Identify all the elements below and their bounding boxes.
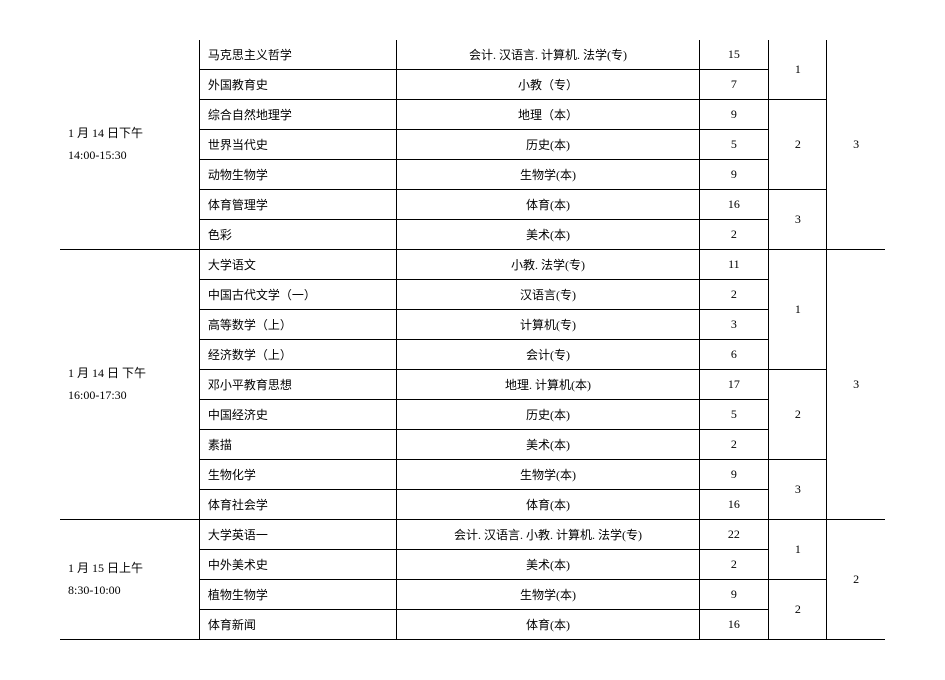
major-cell: 美术(本): [397, 550, 699, 580]
major-cell: 地理. 计算机(本): [397, 370, 699, 400]
group-cell: 3: [769, 190, 827, 250]
major-cell: 小教. 法学(专): [397, 250, 699, 280]
subject-cell: 体育管理学: [199, 190, 397, 220]
count-cell: 16: [699, 610, 769, 640]
table-row: 1 月 15 日上午8:30-10:00大学英语一会计. 汉语言. 小教. 计算…: [60, 520, 885, 550]
count-cell: 2: [699, 430, 769, 460]
subject-cell: 动物生物学: [199, 160, 397, 190]
table-row: 1 月 14 日 下午16:00-17:30大学语文小教. 法学(专)1113: [60, 250, 885, 280]
major-cell: 地理（本）: [397, 100, 699, 130]
count-cell: 9: [699, 460, 769, 490]
group-cell: 1: [769, 40, 827, 100]
major-cell: 计算机(专): [397, 310, 699, 340]
time-date: 1 月 15 日上午: [68, 558, 191, 580]
major-cell: 体育(本): [397, 190, 699, 220]
exam-schedule-table: 1 月 14 日下午14:00-15:30马克思主义哲学会计. 汉语言. 计算机…: [60, 40, 885, 640]
subject-cell: 体育社会学: [199, 490, 397, 520]
subject-cell: 高等数学（上）: [199, 310, 397, 340]
major-cell: 生物学(本): [397, 160, 699, 190]
subject-cell: 世界当代史: [199, 130, 397, 160]
time-cell: 1 月 14 日下午14:00-15:30: [60, 40, 199, 250]
count-cell: 15: [699, 40, 769, 70]
subject-cell: 大学语文: [199, 250, 397, 280]
count-cell: 16: [699, 490, 769, 520]
major-cell: 会计. 汉语言. 小教. 计算机. 法学(专): [397, 520, 699, 550]
time-date: 1 月 14 日下午: [68, 123, 191, 145]
major-cell: 会计(专): [397, 340, 699, 370]
major-cell: 会计. 汉语言. 计算机. 法学(专): [397, 40, 699, 70]
subject-cell: 中国经济史: [199, 400, 397, 430]
subject-cell: 植物生物学: [199, 580, 397, 610]
count-cell: 2: [699, 280, 769, 310]
total-cell: 3: [827, 40, 885, 250]
subject-cell: 大学英语一: [199, 520, 397, 550]
count-cell: 9: [699, 580, 769, 610]
time-date: 1 月 14 日 下午: [68, 363, 191, 385]
major-cell: 体育(本): [397, 610, 699, 640]
table-row: 1 月 14 日下午14:00-15:30马克思主义哲学会计. 汉语言. 计算机…: [60, 40, 885, 70]
count-cell: 2: [699, 550, 769, 580]
time-cell: 1 月 15 日上午8:30-10:00: [60, 520, 199, 640]
group-cell: 2: [769, 580, 827, 640]
subject-cell: 中国古代文学（一）: [199, 280, 397, 310]
major-cell: 体育(本): [397, 490, 699, 520]
total-cell: 2: [827, 520, 885, 640]
major-cell: 汉语言(专): [397, 280, 699, 310]
subject-cell: 外国教育史: [199, 70, 397, 100]
major-cell: 生物学(本): [397, 460, 699, 490]
major-cell: 历史(本): [397, 130, 699, 160]
time-range: 16:00-17:30: [68, 385, 191, 407]
subject-cell: 色彩: [199, 220, 397, 250]
count-cell: 17: [699, 370, 769, 400]
subject-cell: 生物化学: [199, 460, 397, 490]
subject-cell: 中外美术史: [199, 550, 397, 580]
major-cell: 美术(本): [397, 220, 699, 250]
time-cell: 1 月 14 日 下午16:00-17:30: [60, 250, 199, 520]
count-cell: 5: [699, 400, 769, 430]
group-cell: 1: [769, 250, 827, 370]
count-cell: 16: [699, 190, 769, 220]
group-cell: 1: [769, 520, 827, 580]
count-cell: 6: [699, 340, 769, 370]
major-cell: 历史(本): [397, 400, 699, 430]
major-cell: 美术(本): [397, 430, 699, 460]
count-cell: 7: [699, 70, 769, 100]
subject-cell: 综合自然地理学: [199, 100, 397, 130]
major-cell: 生物学(本): [397, 580, 699, 610]
time-range: 14:00-15:30: [68, 145, 191, 167]
subject-cell: 经济数学（上）: [199, 340, 397, 370]
group-cell: 2: [769, 100, 827, 190]
group-cell: 3: [769, 460, 827, 520]
count-cell: 9: [699, 100, 769, 130]
count-cell: 3: [699, 310, 769, 340]
total-cell: 3: [827, 250, 885, 520]
count-cell: 9: [699, 160, 769, 190]
count-cell: 22: [699, 520, 769, 550]
subject-cell: 素描: [199, 430, 397, 460]
subject-cell: 体育新闻: [199, 610, 397, 640]
count-cell: 11: [699, 250, 769, 280]
major-cell: 小教（专）: [397, 70, 699, 100]
count-cell: 5: [699, 130, 769, 160]
count-cell: 2: [699, 220, 769, 250]
subject-cell: 邓小平教育思想: [199, 370, 397, 400]
subject-cell: 马克思主义哲学: [199, 40, 397, 70]
time-range: 8:30-10:00: [68, 580, 191, 602]
group-cell: 2: [769, 370, 827, 460]
